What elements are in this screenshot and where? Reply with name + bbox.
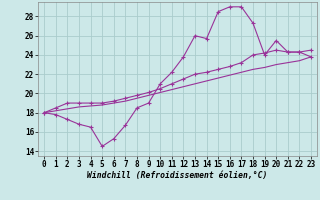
X-axis label: Windchill (Refroidissement éolien,°C): Windchill (Refroidissement éolien,°C) (87, 171, 268, 180)
